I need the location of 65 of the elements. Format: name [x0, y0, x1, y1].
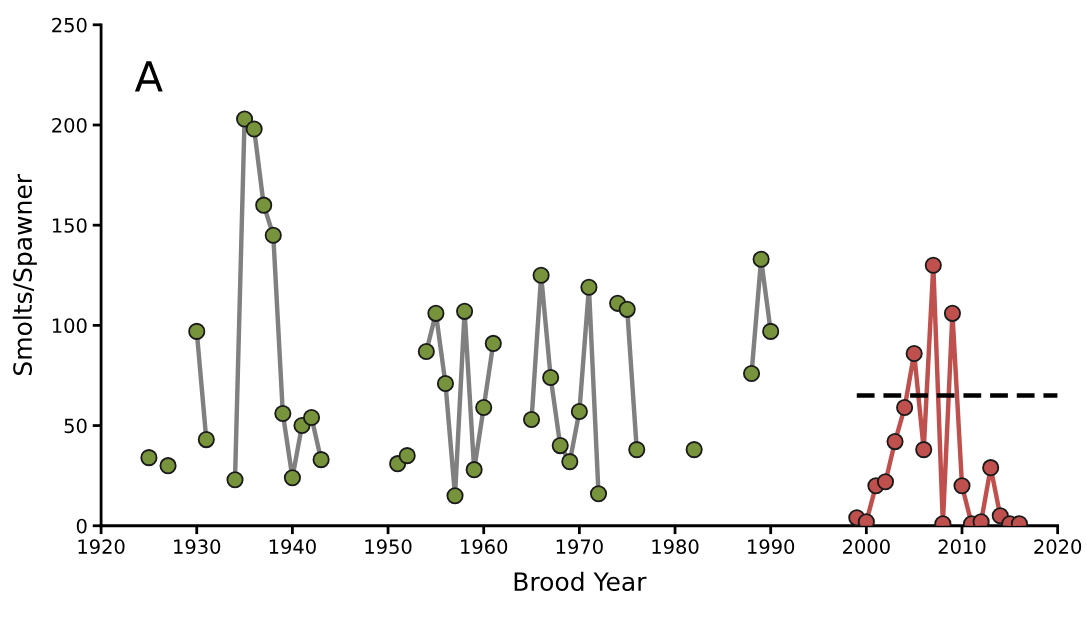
point — [628, 441, 646, 459]
point — [283, 469, 301, 487]
point — [465, 461, 483, 479]
point — [140, 449, 158, 467]
point — [312, 451, 330, 469]
x-tick-label: 1960 — [461, 539, 508, 555]
point — [905, 344, 923, 362]
point — [446, 487, 464, 505]
point — [752, 250, 770, 268]
point — [953, 477, 971, 495]
point — [274, 405, 292, 423]
point — [943, 304, 961, 322]
y-tick-label: 250 — [52, 17, 87, 33]
y-tick-label: 200 — [52, 117, 87, 133]
point — [570, 402, 588, 421]
point — [417, 342, 435, 360]
x-tick-label: 1950 — [365, 539, 412, 555]
y-axis-title: Smolts/Spawner — [12, 173, 37, 375]
point — [762, 322, 780, 340]
point — [982, 459, 1000, 477]
x-tick-label: 1930 — [174, 539, 221, 555]
x-tick-label: 1990 — [748, 539, 795, 555]
point — [915, 441, 933, 459]
point — [302, 409, 321, 427]
x-tick-label: 1940 — [269, 539, 316, 555]
point — [561, 453, 579, 471]
x-axis-title: Brood Year — [514, 571, 647, 592]
point — [159, 457, 177, 475]
point — [876, 473, 895, 491]
point — [427, 304, 445, 322]
point — [886, 433, 904, 451]
x-tick-label: 1980 — [652, 539, 699, 555]
point — [924, 256, 942, 274]
annotation: A — [134, 61, 163, 92]
point — [618, 300, 636, 318]
point — [580, 278, 598, 296]
point — [398, 447, 416, 465]
point — [685, 441, 703, 459]
point — [188, 322, 206, 340]
y-tick-label: 100 — [52, 318, 87, 334]
point — [551, 437, 569, 455]
point — [197, 431, 215, 449]
point — [475, 398, 493, 417]
point — [456, 302, 474, 320]
point — [484, 334, 502, 352]
x-tick-label: 1970 — [556, 539, 603, 555]
point — [896, 398, 914, 417]
y-tick-label: 0 — [76, 518, 87, 534]
x-tick-label: 2000 — [843, 539, 890, 555]
point — [264, 226, 282, 244]
x-tick-label: 2010 — [938, 539, 986, 555]
point — [522, 411, 541, 429]
point — [226, 471, 244, 489]
x-tick-label: 1920 — [78, 539, 125, 555]
point — [542, 368, 560, 387]
point — [532, 266, 550, 284]
point — [245, 120, 263, 138]
x-tick-label: 2020 — [1034, 539, 1082, 555]
point — [436, 374, 454, 393]
point — [236, 110, 254, 128]
y-tick-label: 150 — [52, 218, 87, 233]
point — [589, 485, 608, 503]
point — [255, 196, 273, 214]
point — [743, 364, 761, 383]
y-tick-label: 50 — [64, 418, 87, 434]
